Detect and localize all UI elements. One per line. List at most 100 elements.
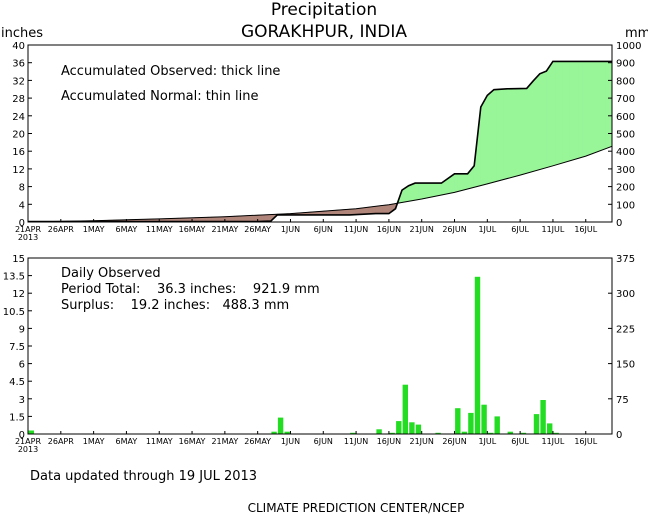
y-tick-label: 3 [19, 395, 25, 406]
deficit-area [382, 204, 386, 214]
y-tick-label: 6 [19, 360, 25, 371]
chart-title: Precipitation [271, 0, 377, 20]
surplus-area [483, 94, 488, 186]
surplus-area [480, 100, 485, 187]
surplus-area [500, 88, 505, 181]
x-tick-label: 6MAY [116, 437, 138, 446]
x-tick-label: 26APR [48, 225, 74, 234]
y-tick-label: 32 [12, 76, 25, 87]
surplus-area [490, 89, 495, 184]
deficit-area [375, 205, 380, 214]
surplus-area [414, 182, 419, 201]
x-tick-label: 1JUN [281, 437, 300, 446]
y2-tick-label: 0 [616, 430, 622, 441]
x-tick-label: 26MAY [244, 437, 271, 446]
x-tick-label: 21JUN [410, 437, 434, 446]
daily-bar [474, 276, 481, 434]
y2-tick-label: 800 [616, 76, 635, 87]
daily-bar [533, 414, 540, 434]
credit-footer: CLIMATE PREDICTION CENTER/NCEP [248, 501, 465, 515]
x-tick-label: 6JUN [314, 225, 333, 234]
period-total-label: Period Total: 36.3 inches: 921.9 mm [61, 282, 320, 297]
daily-bar [376, 429, 382, 434]
surplus-area [562, 61, 567, 164]
surplus-area [437, 182, 442, 197]
surplus-area [431, 182, 436, 198]
x-tick-label: 6JUN [314, 437, 333, 446]
deficit-area [385, 204, 390, 214]
surplus-area [421, 182, 426, 200]
daily-plot: 01.534.567.5910.51213.515075150225300375… [3, 254, 635, 454]
surplus-area [513, 88, 518, 178]
surplus-area [552, 61, 557, 167]
y-tick-label: 8 [19, 183, 25, 194]
surplus-area [509, 88, 514, 179]
daily-bar [455, 408, 461, 434]
surplus-area [529, 80, 534, 173]
deficit-area [263, 214, 268, 222]
x-tick-label: 16JUL [574, 437, 597, 446]
daily-bar [487, 432, 494, 434]
x-tick-label: 1JUL [478, 225, 496, 234]
x-tick-label: 11JUN [344, 437, 368, 446]
accum-normal-note: Accumulated Normal: thin line [61, 89, 259, 104]
deficit-area [372, 205, 377, 215]
deficit-area [368, 206, 373, 215]
daily-bar [435, 432, 441, 434]
surplus-area [595, 61, 600, 153]
surplus-area [542, 70, 547, 169]
y-tick-label: 1.5 [9, 412, 25, 423]
x-tick-label: 11MAY [146, 225, 173, 234]
deficit-area [267, 214, 272, 222]
surplus-area [588, 61, 593, 156]
right-unit-label: mm [625, 26, 648, 41]
daily-bar [396, 421, 402, 434]
x-tick-label: 16MAY [179, 225, 206, 234]
surplus-area [493, 89, 498, 183]
y-tick-label: 12 [12, 165, 25, 176]
y2-tick-label: 500 [616, 130, 635, 141]
y2-tick-label: 400 [616, 147, 635, 158]
y2-tick-label: 1000 [616, 41, 641, 52]
surplus-area [411, 182, 416, 202]
y-tick-label: 24 [12, 112, 25, 123]
surplus-area [464, 173, 468, 191]
y2-tick-label: 600 [616, 112, 635, 123]
surplus-area [598, 61, 603, 152]
x-tick-label: 1MAY [83, 225, 105, 234]
x-tick-label: 16JUN [377, 437, 401, 446]
surplus-area [454, 173, 459, 193]
surplus-area [526, 83, 531, 174]
daily-bar [284, 431, 290, 434]
x-tick-label: 26JUN [442, 437, 466, 446]
deficit-area [362, 207, 367, 215]
deficit-area [247, 215, 252, 222]
y2-tick-label: 375 [616, 254, 635, 265]
daily-bar [271, 431, 277, 434]
x-tick-label: 1JUL [478, 437, 496, 446]
x-tick-label: 21MAY [211, 437, 238, 446]
daily-bar [481, 404, 487, 434]
daily-bar [389, 432, 395, 434]
y2-tick-label: 75 [616, 395, 629, 406]
daily-bar [28, 430, 34, 434]
deficit-area [244, 215, 249, 222]
surplus-area [578, 61, 583, 159]
surplus-area [427, 182, 432, 199]
deficit-area [365, 206, 370, 215]
y2-tick-label: 0 [616, 218, 622, 229]
surplus-area [460, 173, 465, 192]
surplus-area [434, 182, 439, 197]
surplus-area [424, 182, 429, 199]
y-tick-label: 10.5 [3, 307, 25, 318]
y-tick-label: 7.5 [9, 342, 25, 353]
x-tick-label-year: 2013 [18, 233, 38, 242]
x-tick-label: 26JUN [442, 225, 466, 234]
left-unit-label: inches [1, 26, 43, 41]
x-tick-label: 1JUN [281, 225, 300, 234]
surplus-area [592, 61, 596, 155]
deficit-area [234, 215, 239, 222]
surplus-area [575, 61, 580, 160]
surplus-label: Surplus: 19.2 inches: 488.3 mm [61, 298, 289, 313]
